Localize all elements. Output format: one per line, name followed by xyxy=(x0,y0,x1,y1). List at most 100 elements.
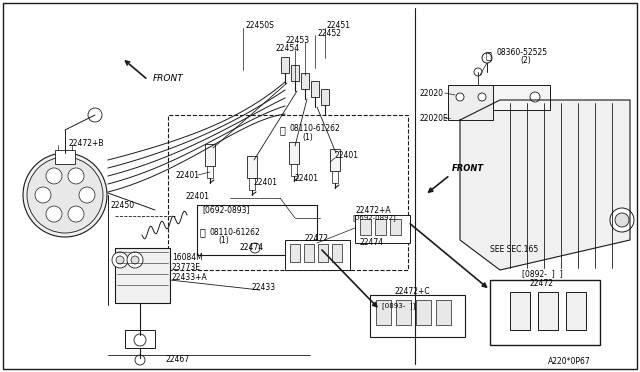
Bar xyxy=(168,115,408,270)
Bar xyxy=(490,280,600,345)
Bar xyxy=(247,156,257,178)
Circle shape xyxy=(68,206,84,222)
Text: 22433: 22433 xyxy=(252,283,276,292)
Text: 22401: 22401 xyxy=(186,192,210,201)
Text: A220*0P67: A220*0P67 xyxy=(548,357,591,366)
Text: Ⓑ: Ⓑ xyxy=(199,227,205,237)
Text: SEE SEC.165: SEE SEC.165 xyxy=(490,246,538,254)
Text: [0692-0893]: [0692-0893] xyxy=(202,205,250,215)
Text: 08110-61262: 08110-61262 xyxy=(290,124,340,132)
Bar xyxy=(416,300,431,325)
Circle shape xyxy=(250,243,260,253)
Circle shape xyxy=(88,108,102,122)
Bar xyxy=(301,73,309,89)
Text: 22467: 22467 xyxy=(165,356,189,365)
Bar xyxy=(304,244,314,262)
Circle shape xyxy=(474,68,482,76)
Bar xyxy=(390,219,401,235)
Bar xyxy=(291,65,299,81)
Circle shape xyxy=(467,92,477,102)
Text: 22474: 22474 xyxy=(240,244,264,253)
Text: ]: ] xyxy=(408,303,415,310)
Bar xyxy=(285,240,350,270)
Text: 22472+B: 22472+B xyxy=(68,138,104,148)
Text: 23773E: 23773E xyxy=(172,263,201,273)
Bar xyxy=(55,150,75,164)
Bar xyxy=(455,85,550,110)
Polygon shape xyxy=(460,100,630,270)
Text: 08360-52525: 08360-52525 xyxy=(497,48,548,57)
Circle shape xyxy=(478,93,486,101)
Circle shape xyxy=(116,256,124,264)
Text: FRONT: FRONT xyxy=(452,164,484,173)
Text: [0692-0892]: [0692-0892] xyxy=(352,215,396,221)
Bar xyxy=(281,57,289,73)
Text: 22453: 22453 xyxy=(286,35,310,45)
Bar xyxy=(376,300,391,325)
Text: Ⓑ: Ⓑ xyxy=(279,125,285,135)
Text: 22020E: 22020E xyxy=(420,113,449,122)
Circle shape xyxy=(23,153,107,237)
Bar xyxy=(330,149,340,171)
Text: 22401: 22401 xyxy=(175,170,199,180)
Text: 22020: 22020 xyxy=(420,89,444,97)
Bar xyxy=(332,244,342,262)
Bar xyxy=(115,248,170,303)
Circle shape xyxy=(68,168,84,184)
Bar xyxy=(360,219,371,235)
Text: (1): (1) xyxy=(302,132,313,141)
Text: Ⓢ: Ⓢ xyxy=(485,50,491,60)
Text: 22472: 22472 xyxy=(530,279,554,288)
Bar xyxy=(311,81,319,97)
Bar xyxy=(197,205,317,255)
Bar xyxy=(249,178,255,190)
Text: 22451: 22451 xyxy=(327,20,351,29)
Text: [0892-  ]: [0892- ] xyxy=(522,269,555,279)
Bar xyxy=(510,292,530,330)
Bar xyxy=(566,292,586,330)
Text: 08110-61262: 08110-61262 xyxy=(210,228,260,237)
Bar xyxy=(291,164,297,176)
Text: ]: ] xyxy=(555,269,563,279)
Text: (1): (1) xyxy=(218,235,228,244)
Circle shape xyxy=(79,187,95,203)
Text: 22450: 22450 xyxy=(110,201,134,209)
Bar xyxy=(448,85,493,120)
Circle shape xyxy=(27,157,103,233)
Bar xyxy=(318,244,328,262)
Bar xyxy=(375,219,386,235)
Text: 22401: 22401 xyxy=(295,173,319,183)
Text: 22450S: 22450S xyxy=(245,20,274,29)
Text: 22454: 22454 xyxy=(276,44,300,52)
Circle shape xyxy=(46,206,62,222)
Bar xyxy=(321,89,329,105)
Circle shape xyxy=(482,53,492,63)
Bar xyxy=(289,142,299,164)
Bar xyxy=(396,300,411,325)
Circle shape xyxy=(131,256,139,264)
Bar xyxy=(290,244,300,262)
Text: 22472+C: 22472+C xyxy=(395,288,431,296)
Text: 22401: 22401 xyxy=(253,177,277,186)
Circle shape xyxy=(615,213,629,227)
Circle shape xyxy=(112,252,128,268)
Circle shape xyxy=(46,168,62,184)
Bar xyxy=(207,166,213,178)
Bar xyxy=(370,295,465,337)
Circle shape xyxy=(610,208,634,232)
Text: FRONT: FRONT xyxy=(153,74,184,83)
Bar xyxy=(332,171,338,183)
Text: 22433+A: 22433+A xyxy=(172,273,208,282)
Circle shape xyxy=(35,187,51,203)
Text: 22472: 22472 xyxy=(305,234,329,243)
Circle shape xyxy=(530,92,540,102)
Circle shape xyxy=(456,93,464,101)
Text: (2): (2) xyxy=(520,55,531,64)
Bar xyxy=(205,144,215,166)
Circle shape xyxy=(134,334,146,346)
Bar xyxy=(436,300,451,325)
Bar xyxy=(538,292,558,330)
Text: [0893-  ]: [0893- ] xyxy=(382,303,413,310)
Circle shape xyxy=(127,252,143,268)
Bar xyxy=(125,330,155,348)
